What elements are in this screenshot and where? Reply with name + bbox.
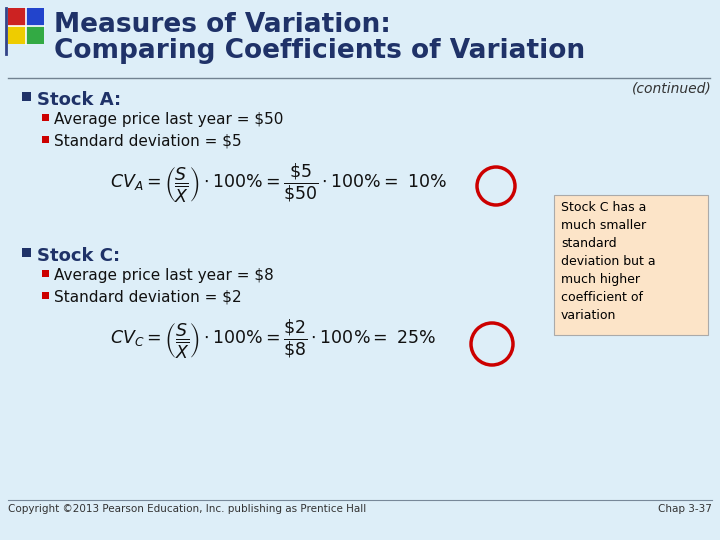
Text: Chap 3-37: Chap 3-37 [658, 504, 712, 514]
Text: $\mathit{CV}_C = \left(\dfrac{S}{\overline{X}}\right)\cdot 100\% = \dfrac{\$2}{\: $\mathit{CV}_C = \left(\dfrac{S}{\overli… [110, 318, 436, 361]
Bar [26, 26, 44, 44]
Bar [22, 92, 31, 101]
Text: $\mathit{CV}_A = \left(\dfrac{S}{\overline{X}}\right)\cdot 100\% = \dfrac{\$5}{\: $\mathit{CV}_A = \left(\dfrac{S}{\overli… [110, 162, 447, 205]
Bar [22, 248, 31, 257]
Text: Comparing Coefficients of Variation: Comparing Coefficients of Variation [54, 38, 585, 64]
Bar [42, 114, 49, 121]
Text: Copyright ©2013 Pearson Education, Inc. publishing as Prentice Hall: Copyright ©2013 Pearson Education, Inc. … [8, 504, 366, 514]
Bar [8, 8, 26, 26]
Text: Average price last year = $50: Average price last year = $50 [54, 112, 284, 127]
Text: Stock A:: Stock A: [37, 91, 121, 109]
Bar [26, 8, 44, 26]
Text: Stock C:: Stock C: [37, 247, 120, 265]
Text: (continued): (continued) [632, 82, 712, 96]
Text: Standard deviation = $5: Standard deviation = $5 [54, 134, 242, 149]
Bar [42, 136, 49, 143]
FancyBboxPatch shape [554, 195, 708, 335]
Text: Standard deviation = $2: Standard deviation = $2 [54, 290, 242, 305]
Bar [8, 26, 26, 44]
Bar [42, 270, 49, 277]
Text: Stock C has a
much smaller
standard
deviation but a
much higher
coefficient of
v: Stock C has a much smaller standard devi… [561, 201, 656, 322]
Bar [42, 292, 49, 299]
Text: Average price last year = $8: Average price last year = $8 [54, 268, 274, 283]
Text: Measures of Variation:: Measures of Variation: [54, 12, 391, 38]
